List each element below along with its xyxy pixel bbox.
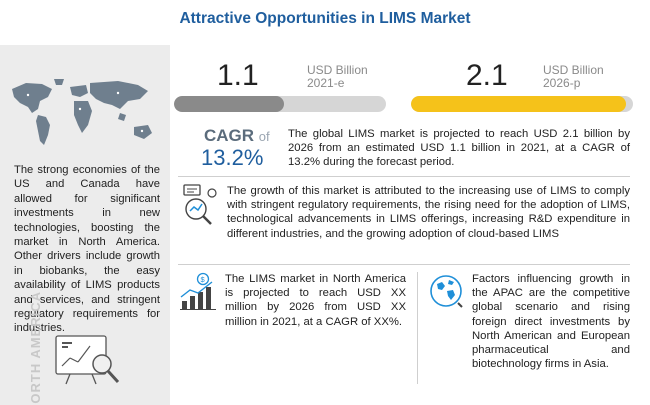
growth-drivers-icon <box>183 184 217 225</box>
cagr-label: CAGR of <box>204 126 270 146</box>
cagr-value: 13.2% <box>201 145 264 170</box>
market-summary-text: The global LIMS market is projected to r… <box>288 128 630 169</box>
apac-text: Factors influencing growth in the APAC a… <box>472 273 630 371</box>
cagr-label-text: CAGR <box>204 126 255 145</box>
north-america-drivers-text: The strong economies of the US and Canad… <box>14 164 160 335</box>
section-divider-2 <box>178 264 630 265</box>
svg-text:$: $ <box>201 275 206 284</box>
analysis-illustration-icon <box>55 335 120 385</box>
region-label: NORTH AMERICA <box>28 290 44 405</box>
globe-icon <box>430 275 463 308</box>
market-size-2021-year: 2021-e <box>307 76 345 90</box>
left-panel: The strong economies of the US and Canad… <box>0 45 170 405</box>
market-size-2021-unit: USD Billion <box>307 63 368 77</box>
growth-drivers-text: The growth of this market is attributed … <box>227 185 630 240</box>
page-title: Attractive Opportunities in LIMS Market <box>179 10 471 27</box>
market-size-2021-bar <box>174 96 386 112</box>
market-size-2026-bar <box>411 96 633 112</box>
market-size-2026-bar-fill <box>411 96 627 112</box>
cagr-of-text: of <box>258 129 270 144</box>
world-map-icon <box>12 79 152 145</box>
bar-growth-icon: $ <box>180 272 216 310</box>
market-size-2021-bar-fill <box>174 96 285 112</box>
market-size-2021-value: 1.1 <box>217 59 259 92</box>
market-size-2026-value: 2.1 <box>466 59 508 92</box>
market-size-2026-unit: USD Billion <box>543 63 604 77</box>
section-divider-1 <box>178 176 630 177</box>
column-divider <box>417 272 418 384</box>
market-size-2026-year: 2026-p <box>543 76 581 90</box>
north-america-text: The LIMS market in North America is proj… <box>225 273 406 328</box>
